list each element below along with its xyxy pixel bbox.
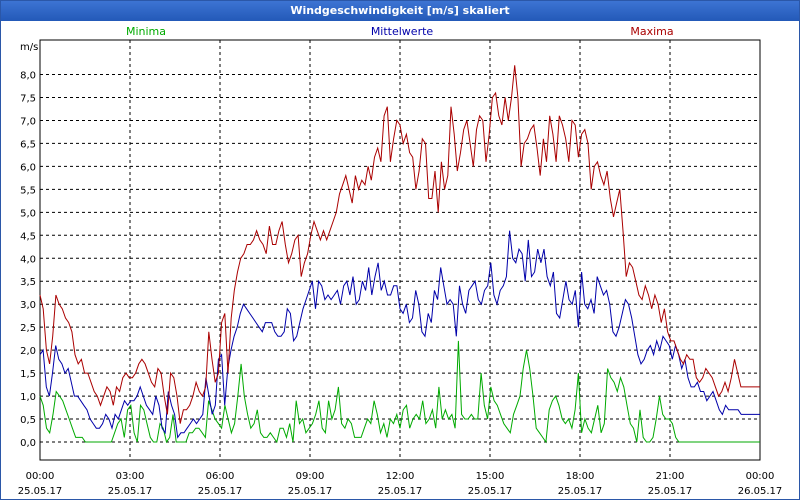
x-tick-labels: 00:00 25.05.17 03:00 25.05.17 06:00 25.05.17 0… [18, 471, 783, 497]
y-tick-label: 7,5 [20, 93, 36, 104]
x-tick-time: 03:00 [116, 471, 145, 482]
legend-minima: Minima [126, 25, 166, 38]
series-line-mittelwerte [39, 230, 760, 439]
y-tick-label: 3,5 [20, 277, 36, 288]
y-tick-label: 3,0 [20, 300, 36, 311]
x-tick-date: 25.05.17 [378, 486, 423, 497]
plot-area-border [39, 39, 761, 461]
x-tick-date: 26.05.17 [738, 486, 783, 497]
y-tick-label: 5,0 [20, 208, 36, 219]
x-tick-date: 25.05.17 [108, 486, 153, 497]
x-tick-time: 00:00 [746, 471, 775, 482]
x-tick-time: 18:00 [566, 471, 595, 482]
series-line-minima [39, 340, 760, 444]
y-tick-label: 7,0 [20, 116, 36, 127]
y-tick-label: 4,0 [20, 254, 36, 265]
series-layer [39, 65, 760, 444]
y-tick-label: 1,5 [20, 369, 36, 380]
y-tick-label: 2,5 [20, 323, 36, 334]
y-tick-label: 5,5 [20, 185, 36, 196]
series-line-maxima [39, 65, 760, 424]
y-tick-label: 0,5 [20, 415, 36, 426]
legend-mittelwerte: Mittelwerte [371, 25, 434, 38]
x-tick-date: 25.05.17 [648, 486, 693, 497]
y-tick-label: 2,0 [20, 346, 36, 357]
y-tick-label: 0,0 [20, 438, 36, 449]
x-tick-date: 25.05.17 [18, 486, 63, 497]
x-tick-time: 00:00 [26, 471, 55, 482]
x-tick-time: 12:00 [386, 471, 415, 482]
x-tick-date: 25.05.17 [198, 486, 243, 497]
y-tick-labels: 0,0 0,5 1,0 1,5 2,0 2,5 3,0 3,5 4,0 4,5 5,0 5,5 6,0 6… [20, 71, 36, 450]
grid-lines [40, 40, 760, 460]
x-tick-time: 06:00 [206, 471, 235, 482]
x-tick-date: 25.05.17 [468, 486, 513, 497]
x-tick-date: 25.05.17 [558, 486, 603, 497]
legend-maxima: Maxima [630, 25, 673, 38]
y-tick-label: 6,5 [20, 139, 36, 150]
y-axis-unit-label: m/s [20, 42, 38, 53]
y-tick-label: 1,0 [20, 392, 36, 403]
y-tick-label: 8,0 [20, 71, 36, 82]
x-tick-time: 21:00 [656, 471, 685, 482]
chart-title: Windgeschwindigkeit [m/s] skaliert [1, 1, 799, 21]
y-tick-label: 4,5 [20, 231, 36, 242]
x-tick-time: 09:00 [296, 471, 325, 482]
x-tick-time: 15:00 [476, 471, 505, 482]
y-tick-label: 6,0 [20, 162, 36, 173]
x-tick-date: 25.05.17 [288, 486, 333, 497]
